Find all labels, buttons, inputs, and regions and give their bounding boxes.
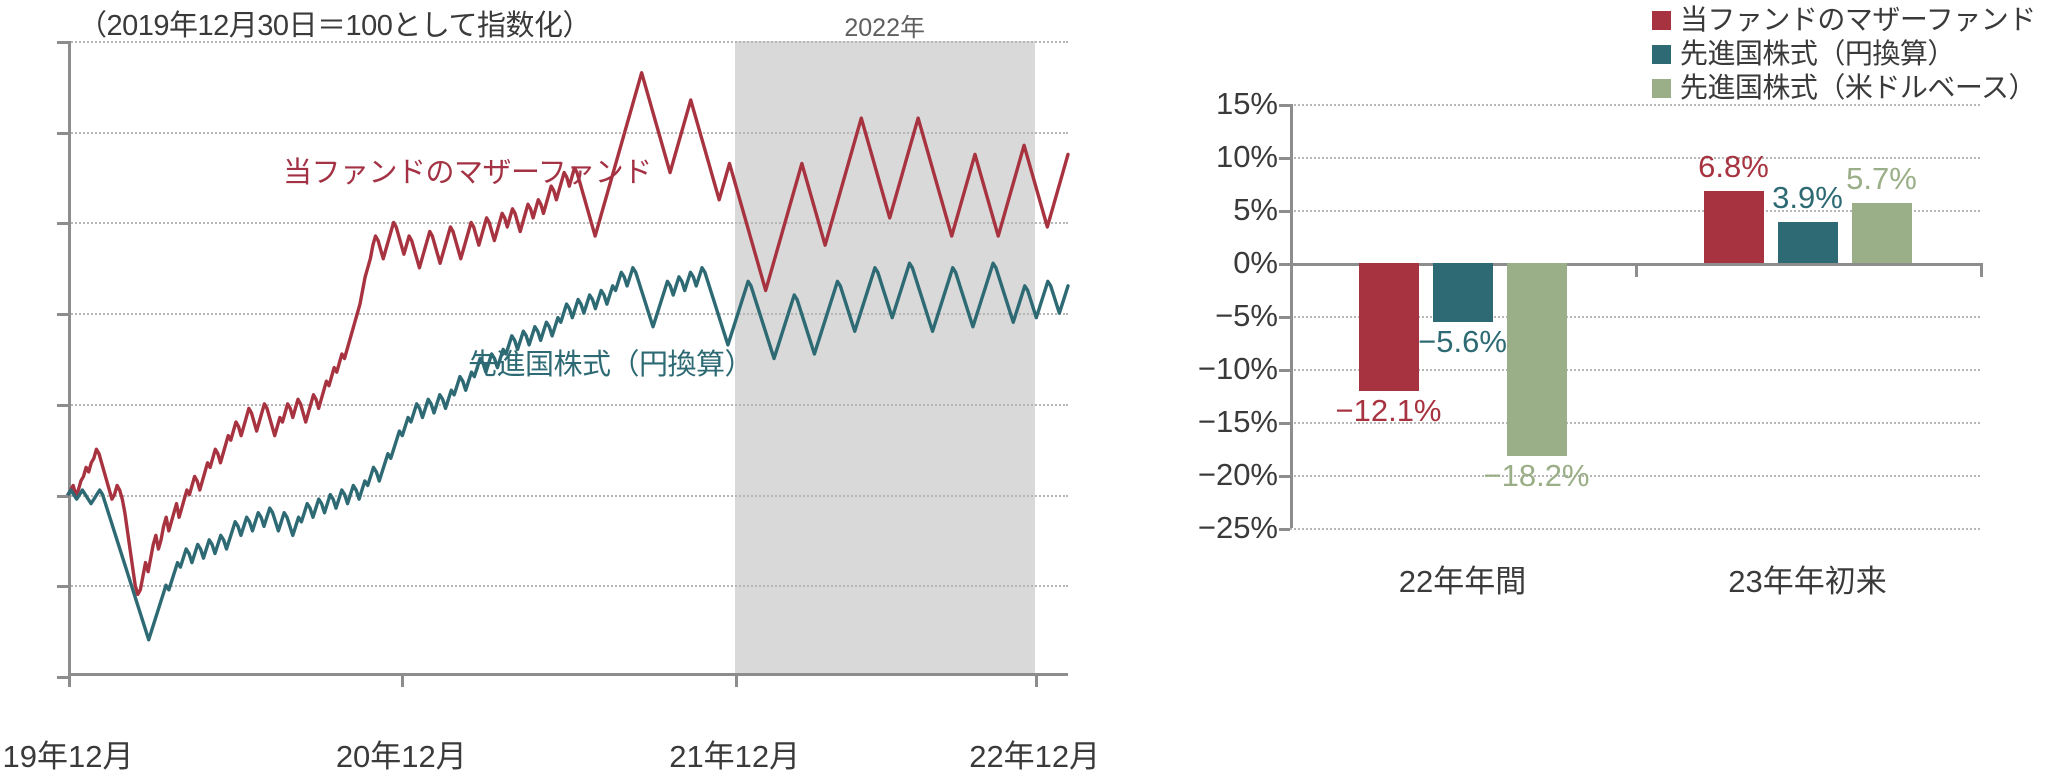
x-tick-mark (401, 676, 405, 687)
y-tick-mark (1279, 316, 1290, 319)
chart-page: （2019年12月30日＝100として指数化） 2022年 2001801601… (3, 0, 2048, 775)
legend-item[interactable]: 先進国株式（円換算） (1651, 38, 1956, 69)
line-series (68, 263, 1068, 639)
legend-item-label: 当ファンドのマザーファンド (1679, 4, 2036, 35)
y-tick-mark (57, 131, 68, 135)
gridline (1290, 104, 1980, 106)
gridline (1290, 369, 1980, 371)
bar-value-label: −5.6% (1418, 324, 1507, 360)
bar[interactable] (1432, 263, 1493, 323)
line-chart-title: （2019年12月30日＝100として指数化） (78, 10, 592, 42)
bar-value-label: 3.9% (1772, 179, 1843, 215)
y-tick-mark (57, 676, 68, 679)
gridline (1290, 316, 1980, 318)
y-tick-label: −15% (1197, 404, 1278, 439)
x-tick-label: 19年12月 (2, 739, 134, 774)
x-tick-mark (1034, 676, 1038, 687)
bar[interactable] (1851, 202, 1912, 263)
y-tick-label: 10% (1215, 139, 1278, 174)
y-tick-label: −5% (1215, 298, 1278, 333)
gridline (1290, 528, 1980, 530)
y-tick-mark (1279, 263, 1290, 266)
line-series (68, 73, 1068, 595)
y-tick-label: 0% (1233, 245, 1278, 280)
bar-chart-y-axis (1290, 104, 1293, 528)
line-chart-series-group (68, 41, 1068, 676)
bar-value-label: 6.8% (1698, 148, 1769, 184)
gridline (68, 222, 1068, 225)
y-tick-mark (57, 222, 68, 226)
gridline (68, 494, 1068, 497)
line-chart-plot-area: 2022年 2001801601401201008060 19年12月20年12… (3, 14, 1101, 774)
y-tick-label: −20% (1197, 457, 1278, 492)
category-label: 23年年初来 (1728, 564, 1887, 599)
bar-value-label: 5.7% (1846, 160, 1917, 196)
bar[interactable] (1703, 190, 1764, 263)
gridline (68, 313, 1068, 316)
bar[interactable] (1506, 263, 1567, 456)
bar-value-label: −18.2% (1483, 457, 1590, 493)
x-tick-mark (734, 676, 738, 687)
series-annotation-developed: 先進国株式（円換算） (468, 349, 754, 381)
y-tick-label: −25% (1197, 510, 1278, 545)
y-tick-mark (57, 585, 68, 589)
x-tick-label: 22年12月 (969, 739, 1101, 774)
bar[interactable] (1358, 263, 1419, 392)
gridline (1290, 422, 1980, 424)
highlight-region-2022 (734, 41, 1035, 676)
legend-item[interactable]: 先進国株式（米ドルベース） (1651, 72, 2037, 103)
axis-separator-tick (1635, 263, 1638, 277)
legend-item[interactable]: 当ファンドのマザーファンド (1651, 4, 2036, 35)
y-tick-mark (1279, 528, 1290, 531)
line-chart-panel: （2019年12月30日＝100として指数化） 2022年 2001801601… (3, 10, 1101, 774)
y-tick-mark (57, 313, 68, 317)
bar-chart-plot-area: 15% 10% 5% 0% −5% −10% −15% −20% −25% −12.1% −5.6… (1198, 86, 1983, 599)
bar-chart-panel: 当ファンドのマザーファンド 先進国株式（円換算） 先進国株式（米ドルベース） 15%… (1120, 0, 2048, 744)
y-tick-mark (1279, 475, 1290, 478)
y-tick-mark (57, 494, 68, 498)
gridline (1290, 475, 1980, 477)
y-tick-label: 5% (1233, 192, 1278, 227)
gridline (1290, 210, 1980, 212)
line-chart-y-axis (68, 41, 71, 676)
series-annotation-fund: 当ファンドのマザーファンド (283, 157, 652, 189)
gridline (68, 403, 1068, 406)
chart-legend: 当ファンドのマザーファンド 先進国株式（円換算） 先進国株式（米ドルベース） (1651, 4, 2037, 103)
line-chart-x-axis (68, 673, 1068, 676)
y-tick-mark (1279, 369, 1290, 372)
highlight-region-2022-label: 2022年 (844, 14, 925, 42)
gridline (68, 585, 1068, 588)
y-tick-label: −10% (1197, 351, 1278, 386)
legend-color-swatch-icon (1651, 10, 1671, 30)
bar-value-label: −12.1% (1335, 393, 1442, 429)
gridline (68, 41, 1068, 43)
legend-color-swatch-icon (1651, 44, 1671, 64)
y-tick-mark (1279, 157, 1290, 160)
legend-item-label: 先進国株式（円換算） (1679, 38, 1956, 69)
category-label: 22年年間 (1398, 564, 1527, 599)
y-tick-mark (1279, 210, 1290, 213)
y-tick-mark (57, 41, 68, 44)
legend-item-label: 先進国株式（米ドルベース） (1679, 72, 2037, 103)
y-tick-mark (1279, 104, 1290, 107)
y-tick-label: 15% (1215, 86, 1278, 121)
y-tick-mark (57, 403, 68, 407)
x-tick-label: 21年12月 (669, 739, 801, 774)
gridline (68, 131, 1068, 134)
y-tick-mark (1279, 422, 1290, 425)
axis-separator-tick (1980, 263, 1983, 277)
gridline (1290, 157, 1980, 159)
x-tick-label: 20年12月 (335, 739, 467, 774)
x-tick-mark (68, 676, 71, 687)
legend-color-swatch-icon (1651, 78, 1671, 98)
bar[interactable] (1777, 221, 1838, 263)
